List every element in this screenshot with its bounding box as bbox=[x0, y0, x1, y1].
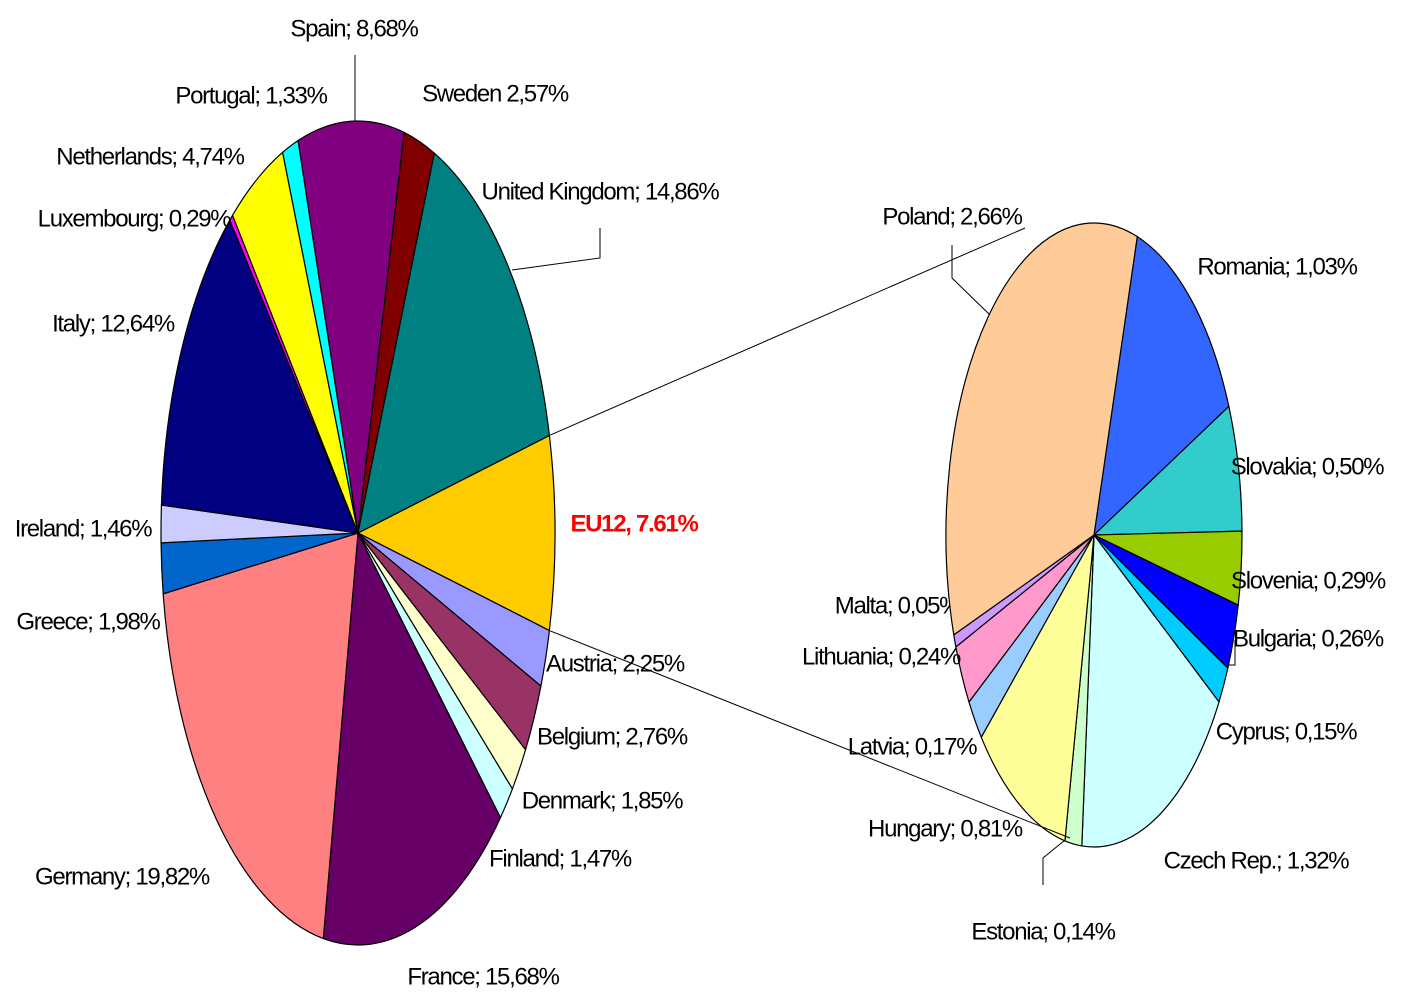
pie-slice bbox=[945, 222, 1138, 636]
data-label: Czech Rep.; 1,32% bbox=[1164, 847, 1350, 874]
leader-line bbox=[951, 245, 991, 316]
data-label: Denmark; 1,85% bbox=[522, 787, 684, 814]
pie-slice bbox=[162, 532, 359, 940]
pie-slice bbox=[356, 434, 556, 632]
connector-line bbox=[549, 227, 1026, 436]
data-label: United Kingdom; 14,86% bbox=[482, 178, 720, 205]
pie-slice bbox=[297, 120, 405, 534]
leader-line bbox=[511, 228, 601, 271]
pie-slice bbox=[1093, 235, 1230, 537]
data-label: France; 15,68% bbox=[407, 963, 559, 990]
pie-slice bbox=[160, 218, 359, 534]
data-label: Finland; 1,47% bbox=[489, 845, 632, 872]
pie-slice bbox=[322, 530, 502, 946]
data-label: Lithuania; 0,24% bbox=[802, 643, 961, 670]
data-label: Cyprus; 0,15% bbox=[1216, 718, 1357, 745]
data-label: Bulgaria; 0,26% bbox=[1233, 625, 1384, 652]
data-label: EU12, 7.61% bbox=[570, 510, 698, 537]
data-label: Austria; 2,25% bbox=[546, 650, 685, 677]
data-label: Hungary; 0,81% bbox=[868, 815, 1023, 842]
data-label: Slovakia; 0,50% bbox=[1231, 453, 1385, 480]
data-label: Sweden 2,57% bbox=[422, 80, 569, 107]
data-label: Italy; 12,64% bbox=[52, 310, 175, 337]
data-label: Spain; 8,68% bbox=[290, 15, 418, 42]
data-label: Luxembourg; 0,29% bbox=[38, 205, 232, 232]
data-label: Slovenia; 0,29% bbox=[1231, 567, 1386, 594]
data-label: Latvia; 0,17% bbox=[848, 733, 977, 760]
data-label: Poland; 2,66% bbox=[882, 203, 1022, 230]
connector-line bbox=[549, 630, 1071, 839]
data-label: Ireland; 1,46% bbox=[15, 515, 153, 542]
pie-slice bbox=[357, 152, 551, 535]
data-label: Belgium; 2,76% bbox=[537, 723, 688, 750]
pie-slice bbox=[1092, 405, 1243, 536]
data-label: Portugal; 1,33% bbox=[175, 82, 327, 109]
data-label: Netherlands; 4,74% bbox=[56, 143, 244, 170]
data-label: Romania; 1,03% bbox=[1197, 253, 1357, 280]
leader-line bbox=[1042, 835, 1071, 885]
pie-slice bbox=[1081, 533, 1220, 848]
pie-slice bbox=[980, 534, 1095, 842]
data-label: Greece; 1,98% bbox=[16, 608, 160, 635]
data-label: Germany; 19,82% bbox=[35, 863, 210, 890]
data-label: Malta; 0,05% bbox=[835, 592, 960, 619]
data-label: Estonia; 0,14% bbox=[971, 918, 1115, 945]
